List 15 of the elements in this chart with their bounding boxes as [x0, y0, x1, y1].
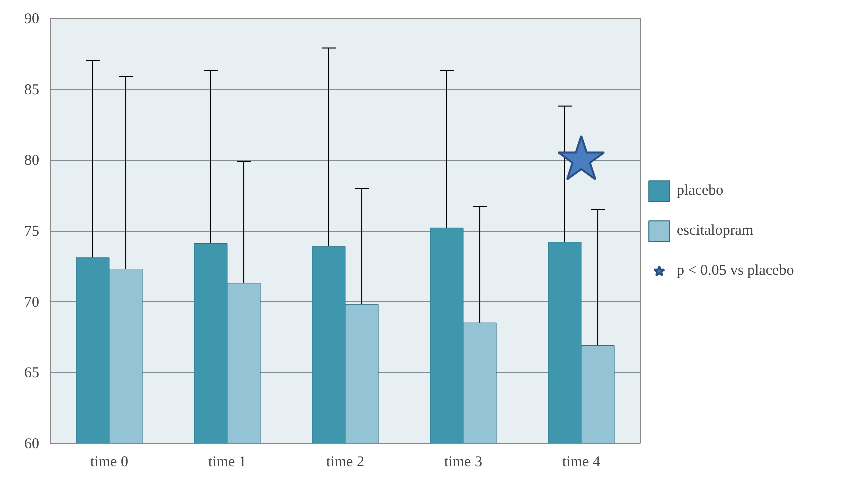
- x-tick-label: time 3: [444, 454, 482, 470]
- y-tick-label: 75: [24, 224, 40, 240]
- legend-label: p < 0.05 vs placebo: [677, 262, 794, 280]
- y-tick-label: 90: [24, 12, 40, 28]
- legend-label: escitalopram: [677, 222, 754, 240]
- y-tick-label: 60: [24, 436, 40, 452]
- x-tick-label: time 1: [208, 454, 246, 470]
- legend-label: placebo: [677, 182, 724, 200]
- y-tick-label: 65: [24, 366, 40, 382]
- y-tick-label: 80: [24, 153, 40, 170]
- x-tick-label: time 0: [90, 454, 128, 470]
- y-tick-label: 70: [24, 294, 40, 311]
- x-tick-label: time 2: [326, 454, 364, 470]
- x-tick-label: time 4: [562, 454, 601, 470]
- y-tick-label: 85: [24, 82, 40, 98]
